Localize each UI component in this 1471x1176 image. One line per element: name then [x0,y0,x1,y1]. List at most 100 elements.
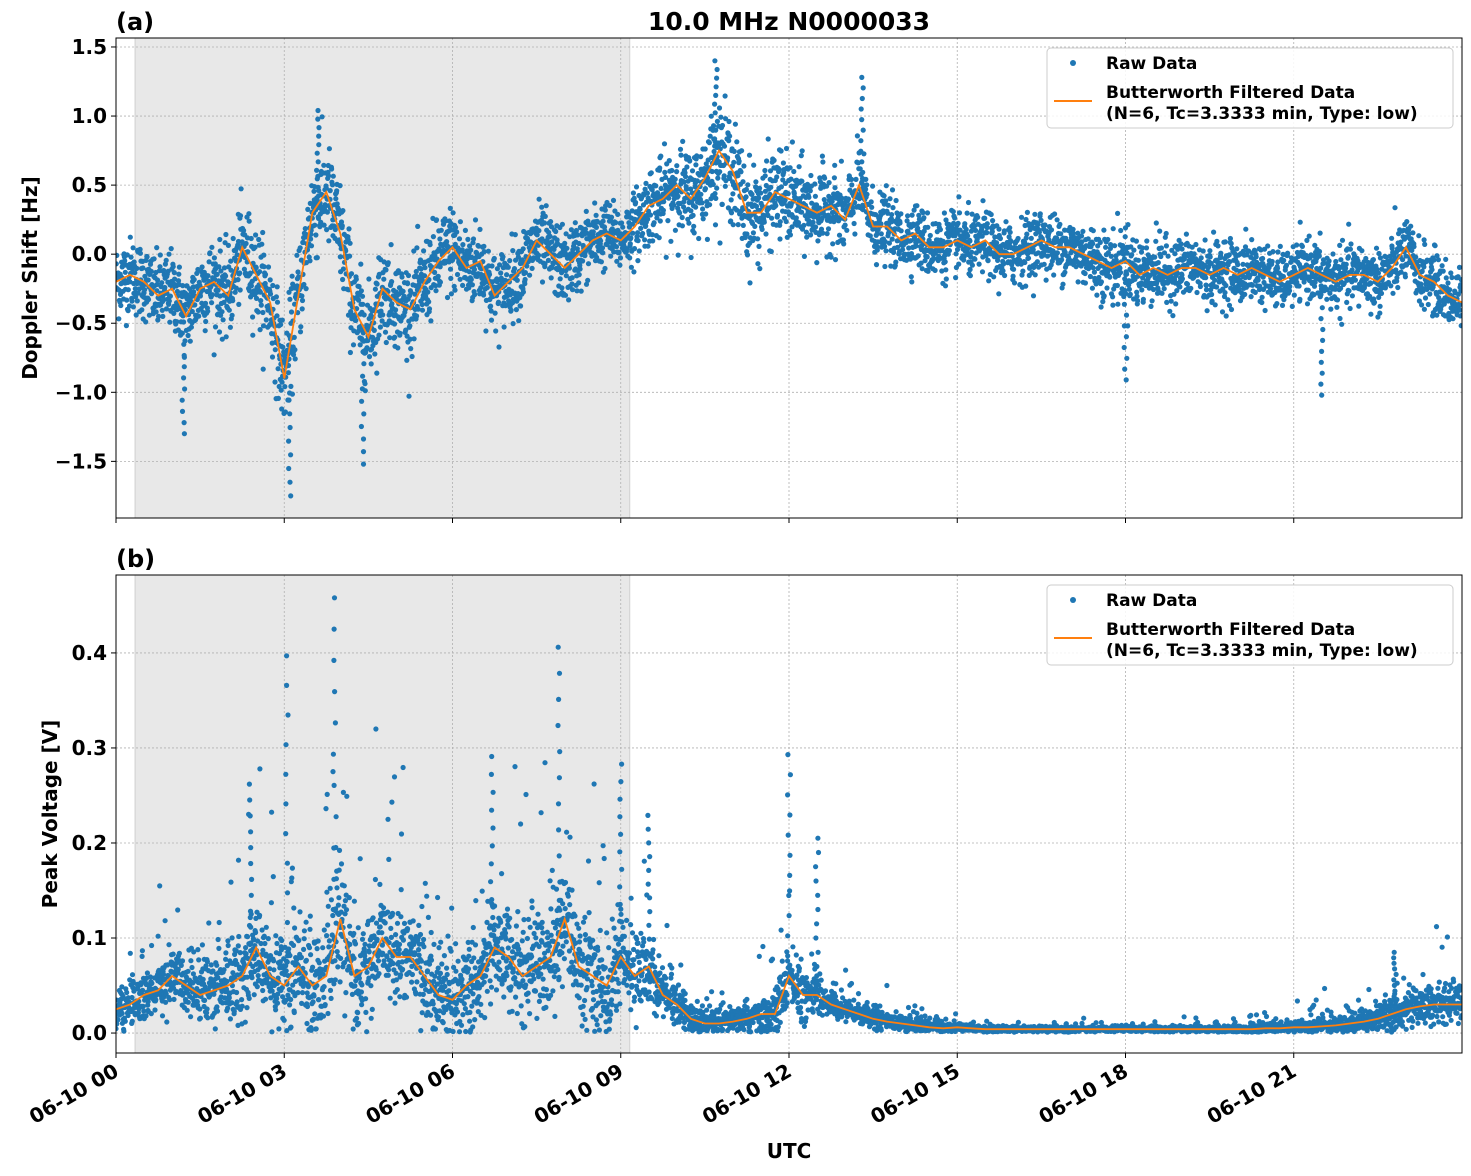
raw-data-point [143,319,148,324]
raw-data-point [230,298,235,303]
raw-data-point [338,183,343,188]
raw-data-point [164,258,169,263]
raw-data-point [224,334,229,339]
raw-data-point [1256,278,1261,283]
raw-data-point [540,279,545,284]
raw-data-point [261,367,266,372]
raw-data-point [516,318,521,323]
raw-data-point [231,236,236,241]
raw-data-point [384,340,389,345]
raw-data-point [549,275,554,280]
raw-data-point [1220,309,1225,314]
raw-data-point [118,303,123,308]
raw-data-point [1250,283,1255,288]
raw-data-point [1156,260,1161,265]
raw-data-point [266,264,271,269]
raw-data-point [756,195,761,200]
raw-data-point [274,294,279,299]
raw-data-point [439,228,444,233]
raw-data-point [629,265,634,270]
raw-data-point [445,295,450,300]
y-tick-label: 1.5 [72,35,107,59]
raw-data-point [1193,242,1198,247]
raw-data-point [275,284,280,289]
raw-data-point [212,255,217,260]
raw-data-point [167,320,172,325]
raw-data-point [468,248,473,253]
raw-data-point [1270,259,1275,264]
raw-data-point [1192,251,1197,256]
raw-data-point [451,210,456,215]
raw-data-point [832,185,837,190]
raw-data-point [696,236,701,241]
raw-data-point [489,318,494,323]
raw-data-point [1335,297,1340,302]
raw-data-point [374,371,379,376]
raw-data-point [990,218,995,223]
raw-data-point [152,256,157,261]
raw-data-point [270,283,275,288]
raw-data-point [1139,287,1144,292]
raw-data-point [1334,305,1339,310]
raw-data-point [1225,297,1230,302]
raw-data-point [268,291,273,296]
raw-data-point [315,108,320,113]
raw-data-point [373,287,378,292]
raw-data-point [510,321,515,326]
raw-data-point [381,277,386,282]
raw-data-point [731,222,736,227]
raw-data-point [512,266,517,271]
raw-data-point [276,366,281,371]
raw-data-point [763,231,768,236]
raw-data-point [686,221,691,226]
raw-data-point [249,283,254,288]
raw-data-point [1166,254,1171,259]
raw-data-point [887,196,892,201]
raw-data-point [1011,274,1016,279]
raw-data-point [1444,275,1449,280]
raw-data-point [1144,245,1149,250]
raw-data-point [784,146,789,151]
raw-data-point [280,318,285,323]
raw-data-point [124,323,129,328]
panel-a: −1.5−1.0−0.50.00.51.01.5(a)10.0 MHz N000… [18,7,1465,523]
raw-data-point [1039,218,1044,223]
raw-data-point [250,333,255,338]
raw-data-point [791,169,796,174]
raw-data-point [648,212,653,217]
raw-data-point [1055,217,1060,222]
raw-data-point [1203,275,1208,280]
raw-data-point [1294,242,1299,247]
raw-data-point [1319,360,1324,365]
raw-data-point [884,183,889,188]
raw-data-point [1115,302,1120,307]
raw-data-point [766,136,771,141]
raw-data-point [500,254,505,259]
raw-data-point [632,246,637,251]
raw-data-point [247,219,252,224]
raw-data-point [1110,303,1115,308]
raw-data-point [157,264,162,269]
raw-data-point [1170,313,1175,318]
raw-data-point [837,233,842,238]
raw-data-point [1389,236,1394,241]
raw-data-point [613,220,618,225]
raw-data-point [404,358,409,363]
raw-data-point [1284,263,1289,268]
raw-data-point [982,216,987,221]
raw-data-point [713,196,718,201]
raw-data-point [1410,230,1415,235]
raw-data-point [977,262,982,267]
raw-data-point [705,237,710,242]
raw-data-point [361,462,366,467]
raw-data-point [1115,283,1120,288]
raw-data-point [957,210,962,215]
raw-data-point [213,324,218,329]
raw-data-point [1188,286,1193,291]
raw-data-point [341,266,346,271]
raw-data-point [264,317,269,322]
raw-data-point [709,114,714,119]
raw-data-point [1123,291,1128,296]
